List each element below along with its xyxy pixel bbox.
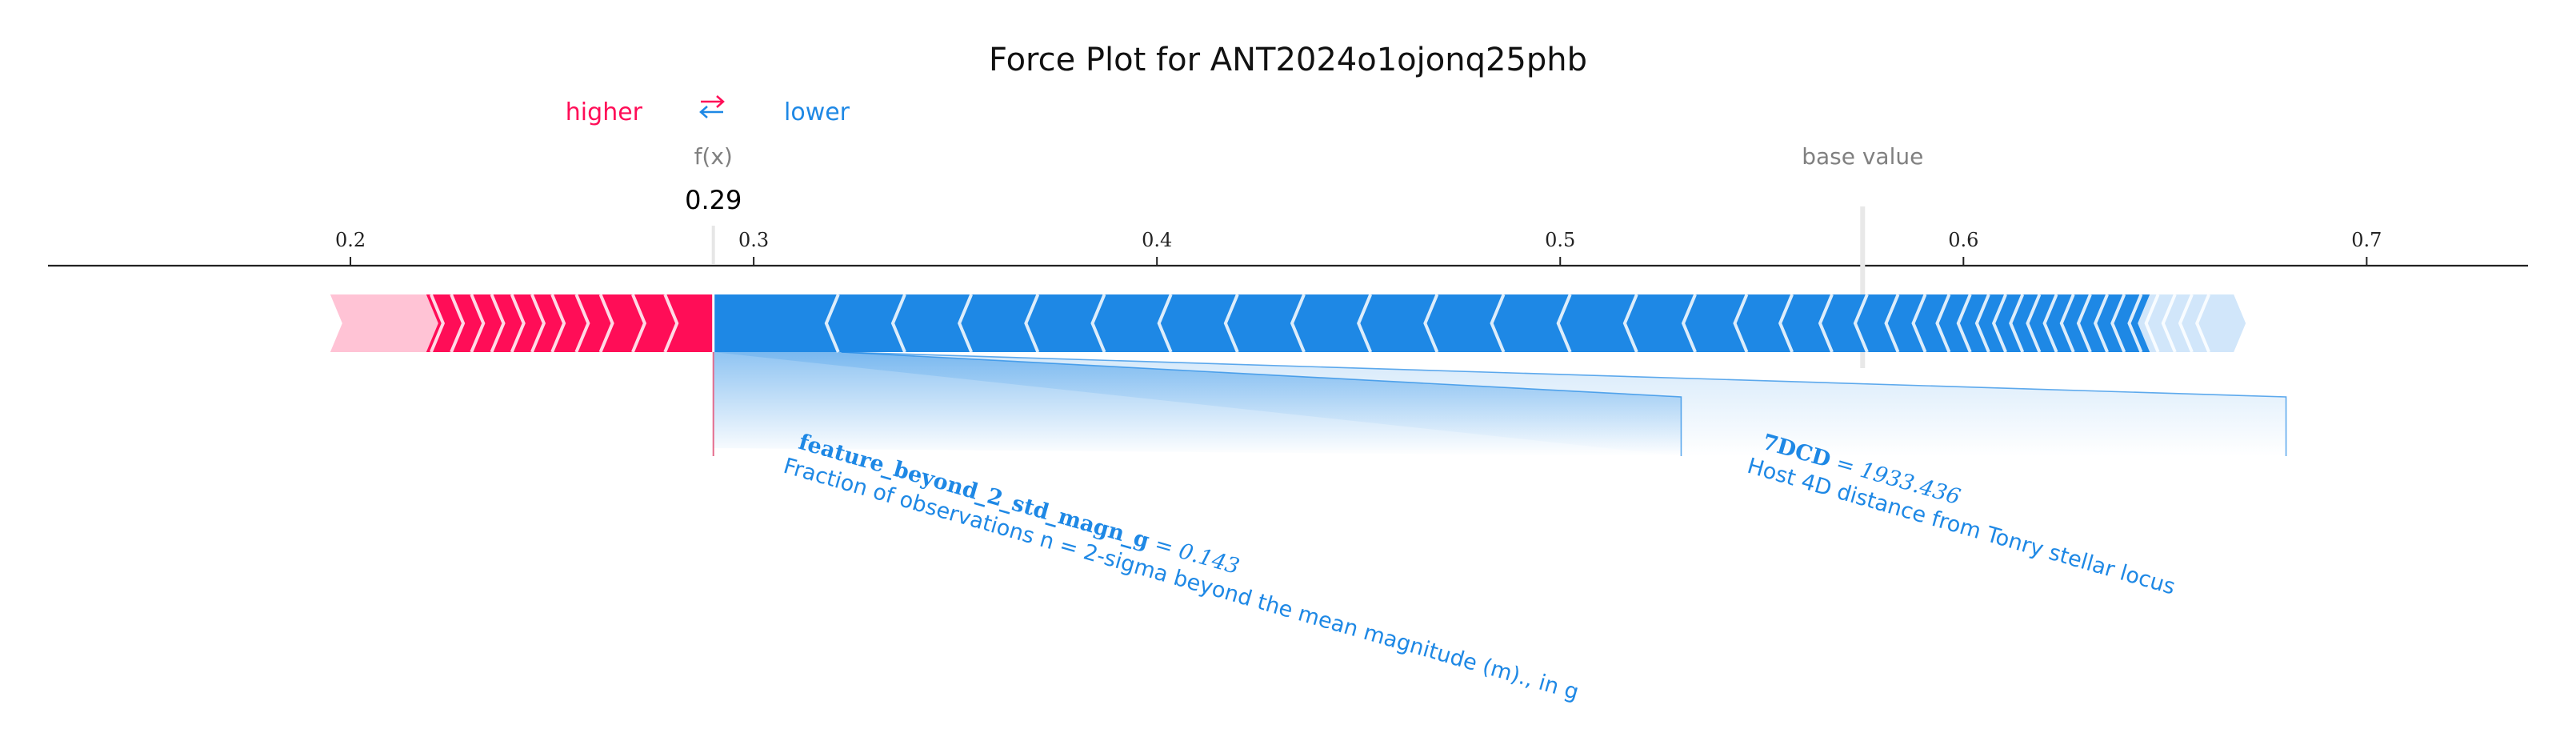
positive-chevron <box>490 294 506 353</box>
negative-chevron <box>1223 294 1239 353</box>
negative-chevron <box>2178 294 2194 353</box>
fx-value: 0.29 <box>685 185 742 215</box>
negative-chevron <box>1157 294 1173 353</box>
positive-chevron <box>574 294 590 353</box>
negative-chevron <box>1556 294 1572 353</box>
x-tick-label: 0.2 <box>335 229 366 251</box>
fx-label: f(x) <box>694 143 733 170</box>
negative-chevron <box>824 294 840 353</box>
legend-lower: lower <box>784 98 850 126</box>
negative-chevron <box>1024 294 1040 353</box>
negative-chevron <box>1853 294 1869 353</box>
positive-chevron <box>470 294 486 353</box>
negative-chevron <box>2026 294 2042 353</box>
negative-bar <box>713 294 2150 352</box>
x-tick-label: 0.4 <box>1142 229 1172 251</box>
x-axis: 0.2 0.3 0.4 0.5 0.6 0.7 <box>48 206 2528 368</box>
negative-chevron <box>1490 294 1506 353</box>
force-bar <box>330 294 2246 353</box>
legend-higher: higher <box>566 98 643 126</box>
negative-chevron <box>2009 294 2025 353</box>
x-tick-label: 0.3 <box>738 229 769 251</box>
feature-labels: feature_beyond_2_std_magn_g = 0.143Fract… <box>781 430 2178 705</box>
negative-chevron <box>2127 294 2143 353</box>
positive-chevron <box>530 294 546 353</box>
positive-chevron <box>450 294 466 353</box>
positive-chevron <box>663 294 679 353</box>
feature-name-line: feature_beyond_2_std_magn_g = 0.143 <box>796 430 1242 579</box>
negative-chevron <box>2076 294 2092 353</box>
base-value-label: base value <box>1802 143 1923 170</box>
negative-chevron <box>2161 294 2177 353</box>
feature-connector <box>841 351 2287 456</box>
negative-chevron <box>2144 294 2160 353</box>
negative-chevron <box>1357 294 1373 353</box>
swap-arrows-icon <box>699 95 725 118</box>
feature-fan <box>713 352 2286 456</box>
negative-chevron <box>2195 294 2211 353</box>
negative-chevron <box>1956 294 1972 353</box>
positive-chevron <box>598 294 614 353</box>
negative-chevron <box>1090 294 1106 353</box>
negative-chevron <box>2042 294 2058 353</box>
x-tick-label: 0.7 <box>2351 229 2382 251</box>
negative-chevron <box>1423 294 1439 353</box>
positive-tail <box>330 294 458 352</box>
negative-chevron <box>2093 294 2109 353</box>
negative-chevron <box>1818 294 1834 353</box>
chart-title: Force Plot for ANT2024o1ojonq25phb <box>989 42 1587 78</box>
x-tick-label: 0.5 <box>1545 229 1575 251</box>
negative-chevron <box>1935 294 1951 353</box>
feature-description: Fraction of observations n = 2-sigma bey… <box>781 454 1582 705</box>
negative-chevron <box>1884 294 1900 353</box>
negative-chevron <box>1778 294 1794 353</box>
negative-chevron <box>2059 294 2075 353</box>
negative-chevron <box>890 294 906 353</box>
positive-chevron <box>430 294 446 353</box>
negative-chevron <box>1911 294 1927 353</box>
positive-chevron <box>510 294 526 353</box>
negative-chevron <box>1733 294 1749 353</box>
negative-chevron <box>1622 294 1638 353</box>
negative-chevron <box>958 294 974 353</box>
negative-chevron <box>1974 294 1990 353</box>
x-tick-label: 0.6 <box>1948 229 1978 251</box>
positive-chevron <box>631 294 647 353</box>
feature-label: feature_beyond_2_std_magn_g = 0.143Fract… <box>781 430 1582 705</box>
feature-description: Host 4D distance from Tonry stellar locu… <box>1745 454 2178 600</box>
negative-chevron <box>1290 294 1306 353</box>
negative-chevron <box>1681 294 1697 353</box>
positive-chevron <box>550 294 566 353</box>
feature-fan-layer <box>712 351 2287 456</box>
negative-chevron <box>2110 294 2126 353</box>
negative-chevron <box>1991 294 2007 353</box>
